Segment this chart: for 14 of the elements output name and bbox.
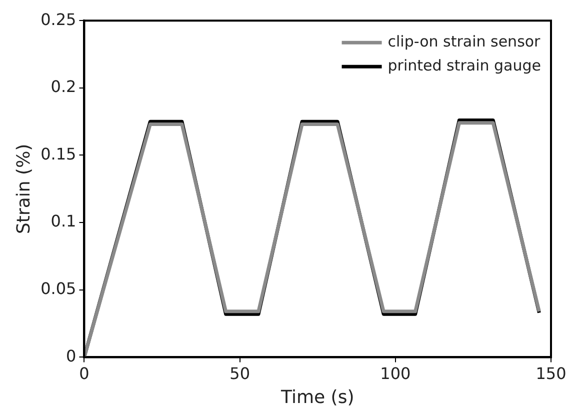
y-axis-title: Strain (%) xyxy=(13,144,34,234)
y-tick-label: 0.05 xyxy=(40,279,76,298)
legend-label: printed strain gauge xyxy=(388,56,542,74)
y-tick-label: 0.15 xyxy=(40,144,76,164)
y-tick-label: 0.2 xyxy=(50,77,76,96)
y-tick-label: 0 xyxy=(66,346,76,366)
x-axis-title: Time (s) xyxy=(280,386,354,408)
y-tick-label: 0.25 xyxy=(40,10,76,29)
x-tick-label: 150 xyxy=(536,364,566,383)
x-tick-label: 100 xyxy=(380,364,411,383)
x-tick-label: 50 xyxy=(230,364,250,383)
y-tick-label: 0.1 xyxy=(50,212,76,231)
x-tick-label: 0 xyxy=(79,364,90,383)
legend-label: clip-on strain sensor xyxy=(388,32,542,50)
